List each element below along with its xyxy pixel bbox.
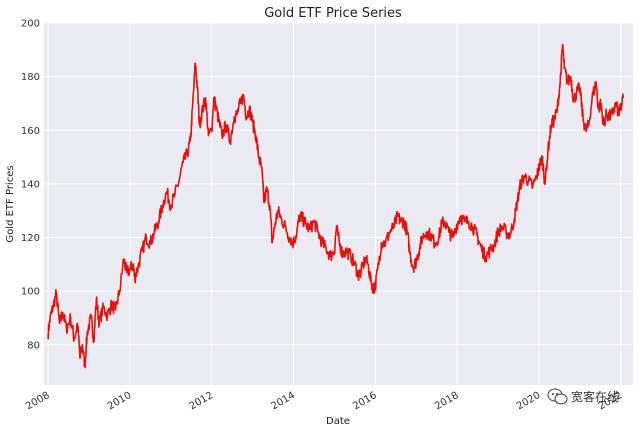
y-tick-label: 180: [21, 72, 40, 83]
x-tick-label: 2012: [188, 390, 216, 412]
y-gridlines: [44, 22, 633, 346]
chart-title: Gold ETF Price Series: [264, 6, 402, 21]
plot-area: [44, 23, 633, 385]
x-tick-label: 2010: [106, 390, 134, 412]
series-line-gold-etf: [47, 43, 624, 369]
x-tick-label: 2014: [269, 390, 297, 412]
y-tick-label: 100: [21, 287, 40, 298]
y-tick-label: 80: [27, 340, 40, 351]
y-tick-label: 160: [21, 126, 40, 137]
x-tick-label: 2008: [24, 390, 52, 412]
x-axis-label: Date: [326, 416, 350, 427]
watermark: 宽客在线: [547, 388, 619, 405]
y-tick-label: 200: [21, 19, 40, 30]
x-gridlines: [47, 23, 622, 385]
x-tick-label: 2018: [433, 390, 461, 412]
watermark-text: 宽客在线: [571, 389, 619, 404]
y-tick-labels: 80 100 120 140 160 180 200: [21, 19, 40, 352]
y-tick-label: 120: [21, 233, 40, 244]
series-layer: [47, 43, 624, 369]
y-tick-label: 140: [21, 179, 40, 190]
y-axis-label: Gold ETF Prices: [5, 165, 16, 242]
wechat-icon: [547, 388, 568, 405]
x-tick-label: 2020: [515, 390, 543, 412]
x-tick-labels: 2008 2010 2012 2014 2016 2018 2020 2022: [24, 390, 624, 412]
x-tick-label: 2016: [351, 390, 379, 412]
